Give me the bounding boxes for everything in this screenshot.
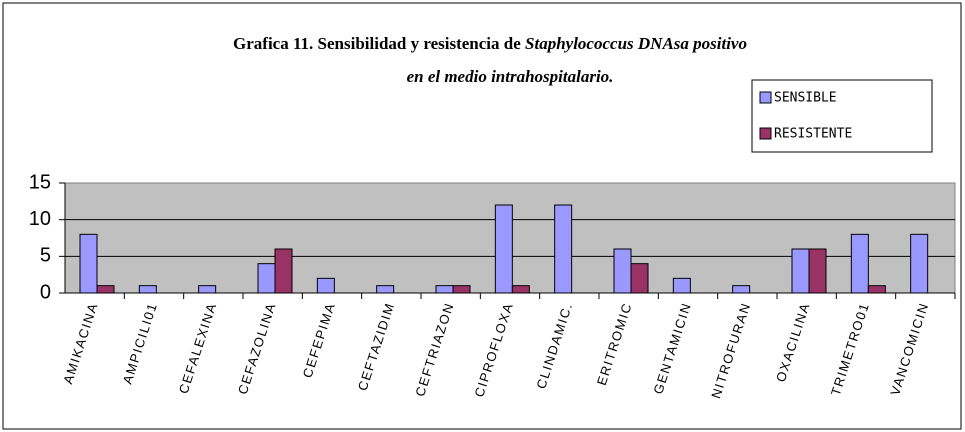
bar (808, 248, 827, 294)
bar (96, 285, 115, 294)
bar (910, 233, 929, 294)
bar (376, 285, 395, 294)
bar (494, 204, 513, 294)
title-italic: Staphylococcus DNAsa positivo (525, 34, 747, 53)
bar (511, 285, 530, 294)
y-tick-label: 5 (40, 245, 51, 267)
bar (554, 204, 573, 294)
legend-box (751, 79, 933, 153)
y-tick-label: 15 (29, 171, 51, 193)
bar (274, 248, 293, 294)
bar (630, 263, 649, 294)
y-tick-label: 0 (40, 281, 51, 303)
bar (138, 285, 157, 294)
chart-subtitle: en el medio intrahospitalario. (407, 67, 614, 86)
bar (672, 277, 691, 294)
bar (452, 285, 471, 294)
bar (850, 233, 869, 294)
bar (435, 285, 454, 294)
legend-swatch (759, 91, 772, 104)
bar (257, 263, 276, 294)
bar (613, 248, 632, 294)
bar (791, 248, 810, 294)
bar (316, 277, 335, 294)
bar (79, 233, 98, 294)
bar (198, 285, 217, 294)
bar (867, 285, 886, 294)
legend-label: SENSIBLE (774, 91, 837, 106)
legend-swatch (759, 127, 772, 140)
y-tick-label: 10 (29, 208, 51, 230)
chart-title: Grafica 11. Sensibilidad y resistencia d… (233, 34, 747, 53)
legend-label: RESISTENTE (774, 127, 852, 142)
title-text: Grafica 11. Sensibilidad y resistencia d… (233, 34, 521, 53)
bar (732, 285, 751, 294)
